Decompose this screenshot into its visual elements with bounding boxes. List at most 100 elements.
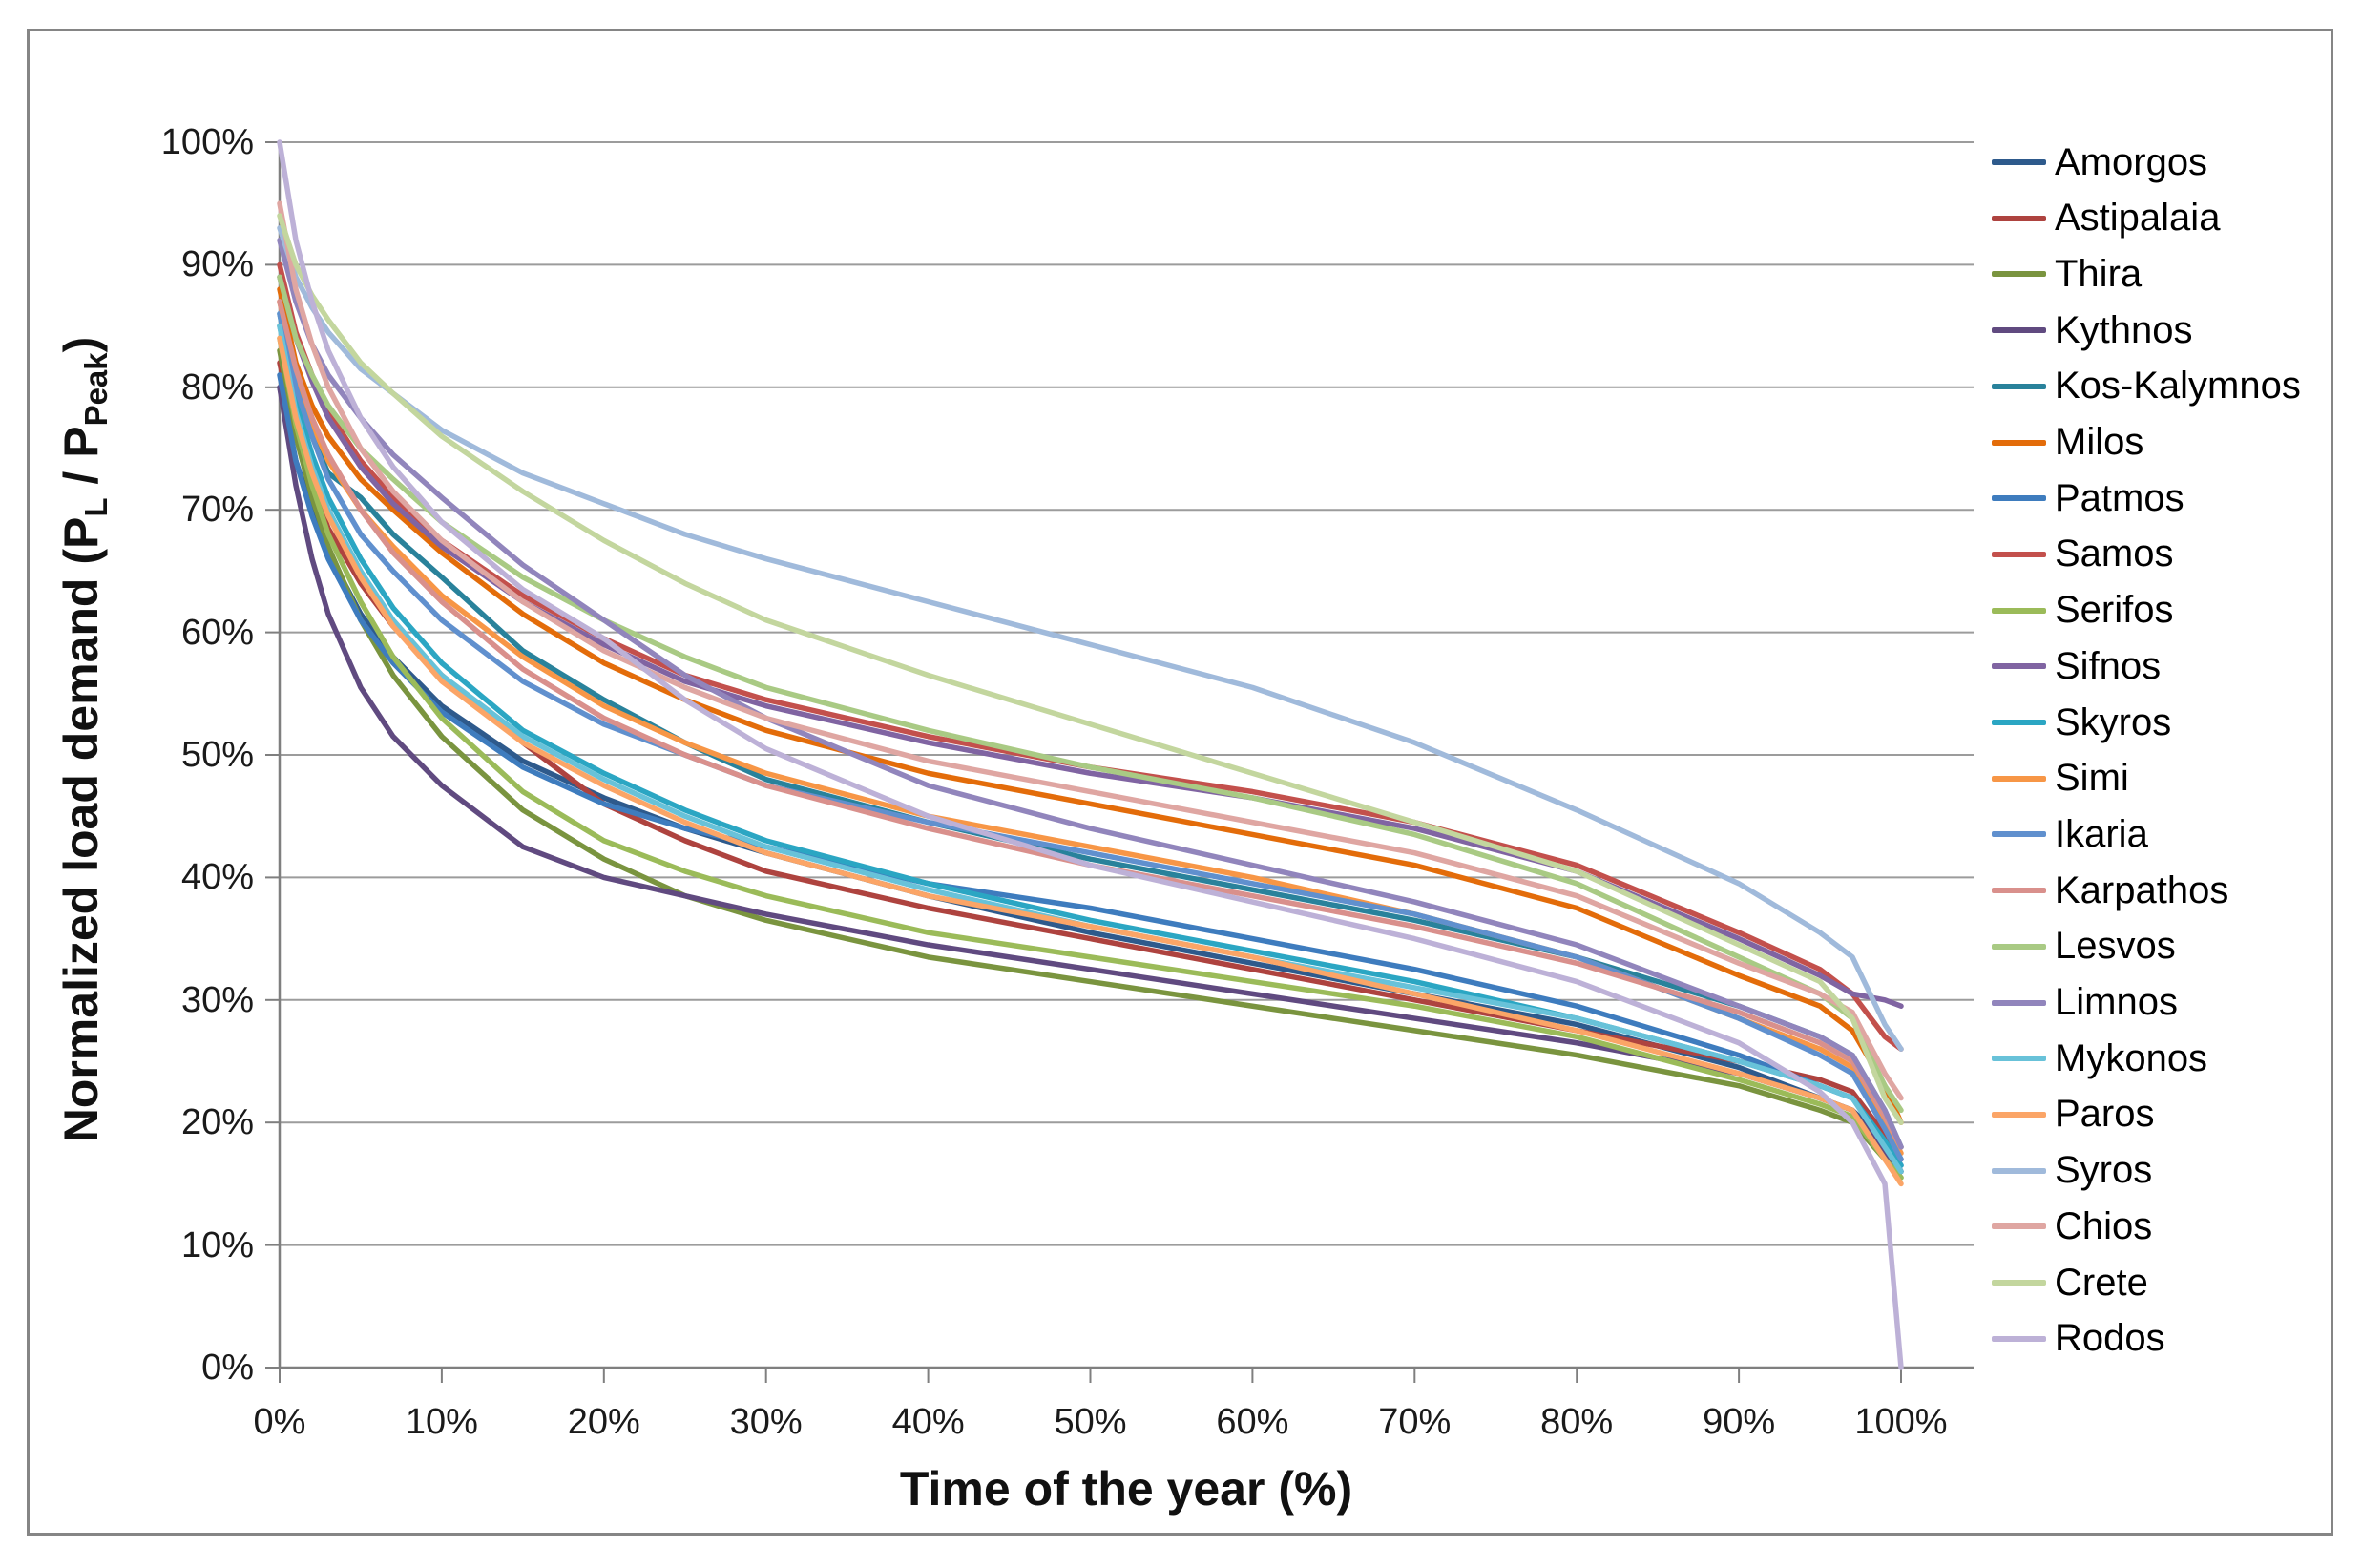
legend-swatch-icon [1992,999,2046,1006]
x-tick-label-70: 70% [1378,1402,1452,1442]
legend-swatch-icon [1992,943,2046,950]
x-tick-label-20: 20% [567,1402,640,1442]
legend-item-syros: Syros [1992,1144,2152,1198]
legend-swatch-icon [1992,1056,2046,1062]
legend-swatch-icon [1992,1223,2046,1230]
legend-label: Amorgos [2055,140,2208,183]
legend-swatch-icon [1992,551,2046,557]
legend-label: Paros [2055,1093,2155,1136]
legend-label: Lesvos [2055,925,2176,968]
legend-item-karpathos: Karpathos [1992,864,2228,917]
legend-item-patmos: Patmos [1992,471,2184,525]
legend-item-kythnos: Kythnos [1992,303,2193,357]
y-tick-label-100: 100% [160,122,254,162]
legend-label: Karpathos [2055,868,2229,911]
y-tick-label-90: 90% [180,244,254,285]
legend-item-astipalaia: Astipalaia [1992,192,2220,245]
legend-swatch-icon [1992,831,2046,838]
legend-label: Samos [2055,533,2174,575]
legend-swatch-icon [1992,383,2046,389]
legend-label: Syros [2055,1149,2153,1192]
series-line-samos [277,261,1904,1052]
legend-label: Patmos [2055,476,2184,519]
legend-label: Simi [2055,757,2129,800]
x-tick-label-90: 90% [1703,1402,1776,1442]
series-line-chios [277,200,1904,1101]
y-tick-label-20: 20% [180,1102,254,1143]
y-tick-label-50: 50% [180,735,254,775]
legend-swatch-icon [1992,1167,2046,1174]
legend-label: Rodos [2055,1317,2165,1360]
x-tick-label-30: 30% [729,1402,803,1442]
legend-swatch-icon [1992,159,2046,165]
legend-label: Sifnos [2055,644,2162,687]
legend-item-skyros: Skyros [1992,696,2171,749]
series-line-rodos [277,139,1904,1370]
legend-item-lesvos: Lesvos [1992,920,2176,973]
y-tick-label-30: 30% [180,979,254,1020]
legend-swatch-icon [1992,439,2046,446]
series-line-crete [277,213,1904,1125]
legend-item-serifos: Serifos [1992,584,2174,638]
legend-swatch-icon [1992,720,2046,725]
x-axis-title: Time of the year (%) [899,1462,1353,1516]
legend-swatch-icon [1992,495,2046,502]
legend-swatch-icon [1992,327,2046,334]
legend-item-amorgos: Amorgos [1992,136,2207,189]
legend-label: Milos [2055,421,2144,463]
x-tick-label-0: 0% [253,1402,306,1442]
legend-item-kos-kalymnos: Kos-Kalymnos [1992,360,2301,413]
x-tick-label-50: 50% [1054,1402,1127,1442]
legend-label: Thira [2055,252,2143,295]
series-line-sifnos [277,274,1904,1009]
series-line-karpathos [277,299,1904,1150]
legend-item-mykonos: Mykonos [1992,1032,2207,1085]
legend-label: Crete [2055,1261,2148,1304]
legend-swatch-icon [1992,1280,2046,1286]
y-tick-label-10: 10% [180,1224,254,1265]
legend-swatch-icon [1992,215,2046,221]
legend-swatch-icon [1992,1111,2046,1118]
legend-item-paros: Paros [1992,1088,2155,1141]
y-axis-title: Normalized load demand (PL / PPeak) [54,336,114,1143]
legend-item-milos: Milos [1992,416,2143,470]
y-tick-label-80: 80% [180,366,254,408]
legend-item-limnos: Limnos [1992,976,2178,1030]
legend-swatch-icon [1992,607,2046,614]
legend-item-sifnos: Sifnos [1992,639,2161,693]
legend-item-samos: Samos [1992,528,2174,581]
legend-item-chios: Chios [1992,1200,2152,1253]
y-tick-label-70: 70% [180,490,254,531]
x-tick-label-80: 80% [1540,1402,1614,1442]
y-tick-label-0: 0% [201,1348,254,1388]
legend-label: Kos-Kalymnos [2055,365,2301,408]
legend-label: Limnos [2055,981,2178,1023]
series-line-milos [277,286,1904,1125]
legend-label: Skyros [2055,700,2172,743]
series-line-paros [277,335,1904,1187]
legend-item-simi: Simi [1992,752,2129,805]
legend-swatch-icon [1992,888,2046,894]
legend-label: Ikaria [2055,812,2148,855]
legend-swatch-icon [1992,663,2046,670]
y-tick-label-40: 40% [180,857,254,898]
x-tick-label-100: 100% [1854,1402,1948,1442]
legend-label: Mykonos [2055,1036,2208,1079]
legend-swatch-icon [1992,271,2046,278]
legend-item-crete: Crete [1992,1256,2148,1309]
series-line-serifos [277,335,1904,1181]
legend-item-thira: Thira [1992,247,2142,301]
legend-swatch-icon [1992,775,2046,782]
y-tick-label-60: 60% [180,612,254,653]
legend-item-rodos: Rodos [1992,1312,2165,1366]
legend-label: Astipalaia [2055,197,2221,240]
legend-item-ikaria: Ikaria [1992,807,2148,861]
legend-label: Chios [2055,1204,2153,1247]
x-tick-label-60: 60% [1216,1402,1289,1442]
legend-label: Serifos [2055,589,2174,632]
x-tick-label-40: 40% [891,1402,965,1442]
series-line-syros [277,225,1904,1052]
x-tick-label-10: 10% [405,1402,478,1442]
